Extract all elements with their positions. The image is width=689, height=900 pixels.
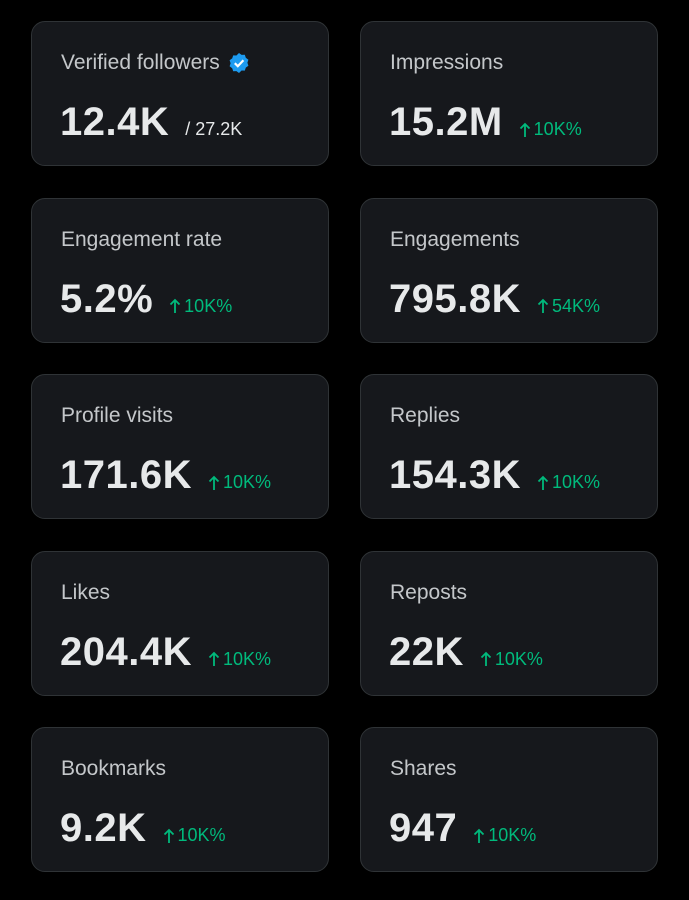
stat-value: 22K xyxy=(389,629,464,674)
stat-card: Verified followers 12.4K / 27.2K xyxy=(31,21,329,166)
stat-card: Reposts 22K 10K% xyxy=(360,550,658,696)
stat-label-row: Engagements xyxy=(390,228,520,252)
stat-value-row: 12.4K / 27.2K xyxy=(60,100,242,145)
stat-delta-text: 10K% xyxy=(222,648,272,669)
stat-delta-text: 10K% xyxy=(177,825,226,845)
stat-delta-text: 54K% xyxy=(551,295,601,316)
stat-label-row: Impressions xyxy=(390,51,503,75)
stat-value-row: 204.4K 10K% xyxy=(60,630,271,675)
stat-delta-text: 10K% xyxy=(533,119,582,139)
stat-label: Likes xyxy=(61,580,111,604)
up-arrow xyxy=(519,122,530,137)
up-arrow xyxy=(537,475,549,490)
stat-value: 12.4K xyxy=(60,100,170,144)
stat-value: 795.8K xyxy=(389,276,521,321)
stat-value-row: 947 10K% xyxy=(389,806,536,851)
stat-value: 947 xyxy=(389,806,458,850)
stat-delta-text: 10K% xyxy=(222,472,272,492)
stat-delta: 10K% xyxy=(519,119,582,140)
stat-label: Reposts xyxy=(390,580,468,604)
stat-value-row: 22K 10K% xyxy=(389,630,543,675)
stat-delta-text: 10K% xyxy=(488,825,537,845)
stat-value: 204.4K xyxy=(60,629,192,674)
up-arrow xyxy=(163,828,174,843)
up-arrow xyxy=(208,475,220,490)
stat-label-row: Reposts xyxy=(390,581,467,605)
stat-card: Replies 154.3K 10K% xyxy=(360,374,658,519)
stat-label: Replies xyxy=(390,404,461,427)
stat-label: Shares xyxy=(390,757,457,780)
stat-label: Verified followers xyxy=(61,51,220,74)
stat-label-row: Bookmarks xyxy=(61,757,166,781)
stat-value: 15.2M xyxy=(389,100,503,144)
stat-value-row: 15.2M 10K% xyxy=(389,100,582,145)
stat-label-row: Shares xyxy=(390,757,457,781)
stat-delta: 10K% xyxy=(473,825,536,846)
stat-label-row: Profile visits xyxy=(61,404,173,428)
up-arrow xyxy=(537,298,549,313)
stat-value: 154.3K xyxy=(389,453,521,497)
stat-delta: 10K% xyxy=(208,649,271,670)
stat-card: Bookmarks 9.2K 10K% xyxy=(31,727,329,872)
stat-label-row: Verified followers xyxy=(61,51,250,75)
stat-delta: 54K% xyxy=(537,296,600,317)
stat-label-row: Engagement rate xyxy=(61,228,222,252)
stat-value-row: 154.3K 10K% xyxy=(389,453,600,498)
up-arrow xyxy=(480,651,492,666)
stat-total: / 27.2K xyxy=(185,119,243,139)
stat-label-row: Replies xyxy=(390,404,460,428)
verified-badge xyxy=(229,53,249,73)
stat-value-row: 171.6K 10K% xyxy=(60,453,271,498)
stat-delta-text: 10K% xyxy=(494,648,543,669)
stat-card: Engagement rate 5.2% 10K% xyxy=(31,197,329,343)
stat-card: Impressions 15.2M 10K% xyxy=(360,21,658,166)
up-arrow xyxy=(208,651,220,666)
stat-label: Impressions xyxy=(390,51,504,74)
stat-label: Bookmarks xyxy=(61,757,167,780)
stat-delta: 10K% xyxy=(169,296,232,317)
stat-delta-text: 10K% xyxy=(184,295,233,316)
stat-delta: 10K% xyxy=(480,649,543,670)
stat-value-row: 9.2K 10K% xyxy=(60,806,226,851)
stat-label: Profile visits xyxy=(61,404,174,427)
up-arrow xyxy=(170,298,181,313)
stat-label: Engagements xyxy=(390,227,520,251)
stat-value-row: 795.8K 54K% xyxy=(389,277,600,322)
stat-value: 9.2K xyxy=(60,806,147,850)
stat-value-row: 5.2% 10K% xyxy=(60,277,232,322)
up-arrow xyxy=(474,828,485,843)
stat-delta: 10K% xyxy=(537,472,600,493)
stat-delta: 10K% xyxy=(208,472,271,493)
stat-delta: 10K% xyxy=(163,825,226,846)
stat-delta-text: 10K% xyxy=(551,472,601,492)
stat-value: 5.2% xyxy=(60,276,154,321)
stat-card: Likes 204.4K 10K% xyxy=(31,550,329,696)
stat-card: Engagements 795.8K 54K% xyxy=(360,197,658,343)
stat-label-row: Likes xyxy=(61,581,110,605)
stat-card: Shares 947 10K% xyxy=(360,727,658,872)
stat-value: 171.6K xyxy=(60,453,192,497)
stat-label: Engagement rate xyxy=(61,227,223,251)
stat-card: Profile visits 171.6K 10K% xyxy=(31,374,329,519)
